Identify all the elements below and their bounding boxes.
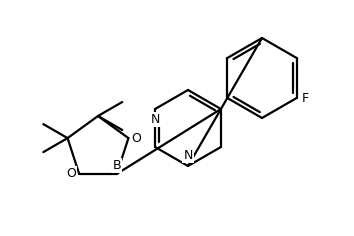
Text: N: N <box>150 113 160 126</box>
Text: O: O <box>66 167 76 180</box>
Text: N: N <box>183 149 193 162</box>
Text: F: F <box>302 92 309 105</box>
Text: B: B <box>113 159 121 172</box>
Text: O: O <box>131 132 141 145</box>
